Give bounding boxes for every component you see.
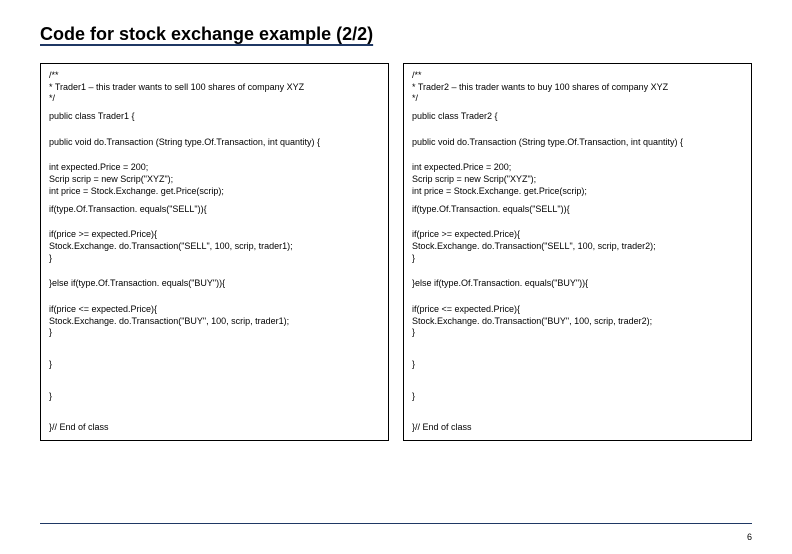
code-line: /** — [49, 70, 380, 82]
code-line: if(price >= expected.Price){ — [412, 229, 743, 241]
code-line: } — [49, 253, 380, 265]
code-columns: /** * Trader1 – this trader wants to sel… — [40, 63, 752, 441]
trader2-code-box: /** * Trader2 – this trader wants to buy… — [403, 63, 752, 441]
code-line: Stock.Exchange. do.Transaction("BUY", 10… — [49, 316, 380, 328]
code-line: int price = Stock.Exchange. get.Price(sc… — [412, 186, 743, 198]
code-line: } — [49, 327, 380, 339]
code-line: Scrip scrip = new Scrip("XYZ"); — [49, 174, 380, 186]
code-line: if(type.Of.Transaction. equals("SELL")){ — [49, 204, 380, 216]
code-line: int expected.Price = 200; — [49, 162, 380, 174]
code-line: }else if(type.Of.Transaction. equals("BU… — [49, 278, 380, 290]
code-line: * Trader1 – this trader wants to sell 10… — [49, 82, 380, 94]
code-line: } — [49, 391, 380, 403]
code-line: */ — [412, 93, 743, 105]
code-line: */ — [49, 93, 380, 105]
code-line: Stock.Exchange. do.Transaction("SELL", 1… — [412, 241, 743, 253]
code-line: int expected.Price = 200; — [412, 162, 743, 174]
code-line: public class Trader1 { — [49, 111, 380, 123]
code-line: Scrip scrip = new Scrip("XYZ"); — [412, 174, 743, 186]
footer-rule — [40, 523, 752, 524]
code-line: } — [412, 327, 743, 339]
code-line: if(price >= expected.Price){ — [49, 229, 380, 241]
code-line: if(price <= expected.Price){ — [412, 304, 743, 316]
code-line: int price = Stock.Exchange. get.Price(sc… — [49, 186, 380, 198]
code-line: } — [412, 359, 743, 371]
trader1-code-box: /** * Trader1 – this trader wants to sel… — [40, 63, 389, 441]
code-line: } — [49, 359, 380, 371]
code-line: /** — [412, 70, 743, 82]
code-line: Stock.Exchange. do.Transaction("SELL", 1… — [49, 241, 380, 253]
code-line: }// End of class — [49, 422, 380, 434]
code-line: * Trader2 – this trader wants to buy 100… — [412, 82, 743, 94]
code-line: if(type.Of.Transaction. equals("SELL")){ — [412, 204, 743, 216]
code-line: public void do.Transaction (String type.… — [412, 137, 743, 149]
code-line: } — [412, 391, 743, 403]
code-line: } — [412, 253, 743, 265]
code-line: public class Trader2 { — [412, 111, 743, 123]
code-line: if(price <= expected.Price){ — [49, 304, 380, 316]
code-line: }// End of class — [412, 422, 743, 434]
code-line: Stock.Exchange. do.Transaction("BUY", 10… — [412, 316, 743, 328]
code-line: }else if(type.Of.Transaction. equals("BU… — [412, 278, 743, 290]
page-number: 6 — [747, 532, 752, 542]
code-line: public void do.Transaction (String type.… — [49, 137, 380, 149]
slide-title: Code for stock exchange example (2/2) — [40, 24, 752, 45]
